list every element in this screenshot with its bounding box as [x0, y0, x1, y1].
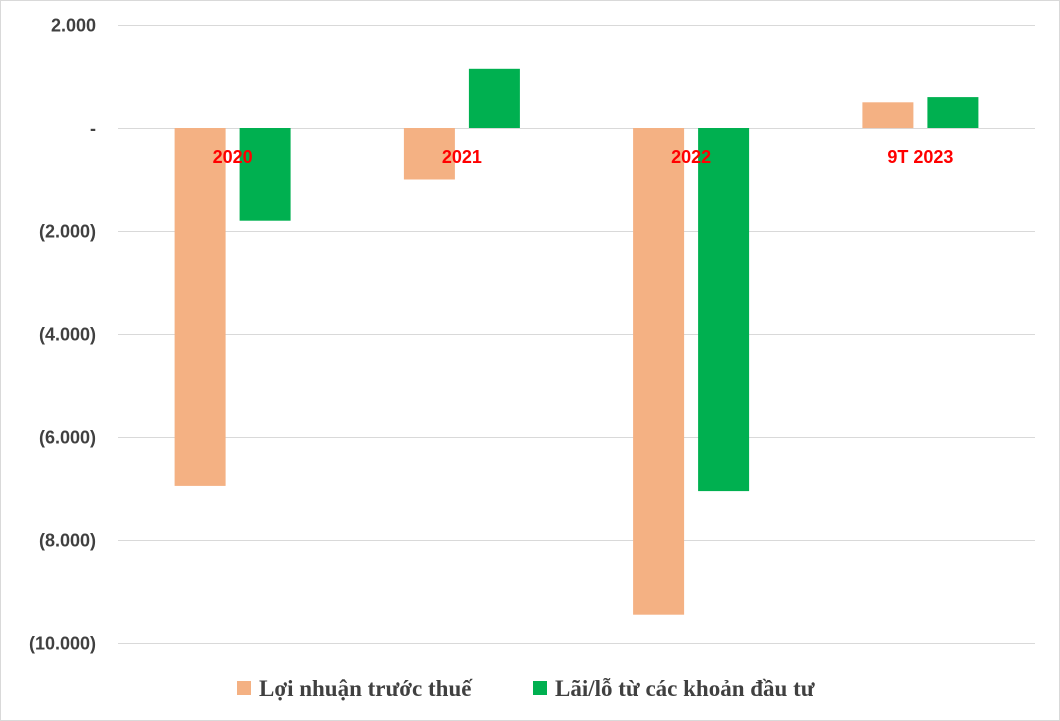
y-tick-label: (8.000): [39, 531, 96, 551]
category-label: 2021: [442, 147, 482, 167]
bar-profit-before-tax-2021: [403, 128, 455, 180]
y-tick-label: (10.000): [29, 634, 96, 654]
legend: Lợi nhuận trước thuế Lãi/lỗ từ các khoản …: [237, 676, 816, 701]
bars: [174, 68, 979, 615]
y-tick-label: 2.000: [51, 16, 96, 36]
bar-profit-before-tax-9t-2023: [862, 102, 914, 129]
legend-label: Lợi nhuận trước thuế: [259, 676, 473, 701]
legend-swatch: [533, 681, 547, 695]
y-tick-label: -: [90, 119, 96, 139]
bar-investment-gain-loss-2022: [698, 128, 750, 492]
bar-investment-gain-loss-2020: [239, 128, 291, 221]
category-label: 2020: [213, 147, 253, 167]
y-axis-tick-labels: 2.000 - (2.000) (4.000) (6.000) (8.000) (10.00…: [29, 16, 96, 654]
bar-profit-before-tax-2022: [633, 128, 685, 615]
bar-investment-gain-loss-9t-2023: [927, 97, 979, 128]
category-labels: 2020 2021 2022 9T 2023: [213, 147, 954, 167]
legend-label: Lãi/lỗ từ các khoản đầu tư: [555, 676, 816, 701]
bar-investment-gain-loss-2021: [468, 68, 520, 128]
y-tick-label: (4.000): [39, 325, 96, 345]
legend-swatch: [237, 681, 251, 695]
y-tick-label: (6.000): [39, 428, 96, 448]
y-tick-label: (2.000): [39, 222, 96, 242]
category-label: 2022: [671, 147, 711, 167]
bar-profit-before-tax-2020: [174, 128, 226, 486]
category-label: 9T 2023: [887, 147, 953, 167]
